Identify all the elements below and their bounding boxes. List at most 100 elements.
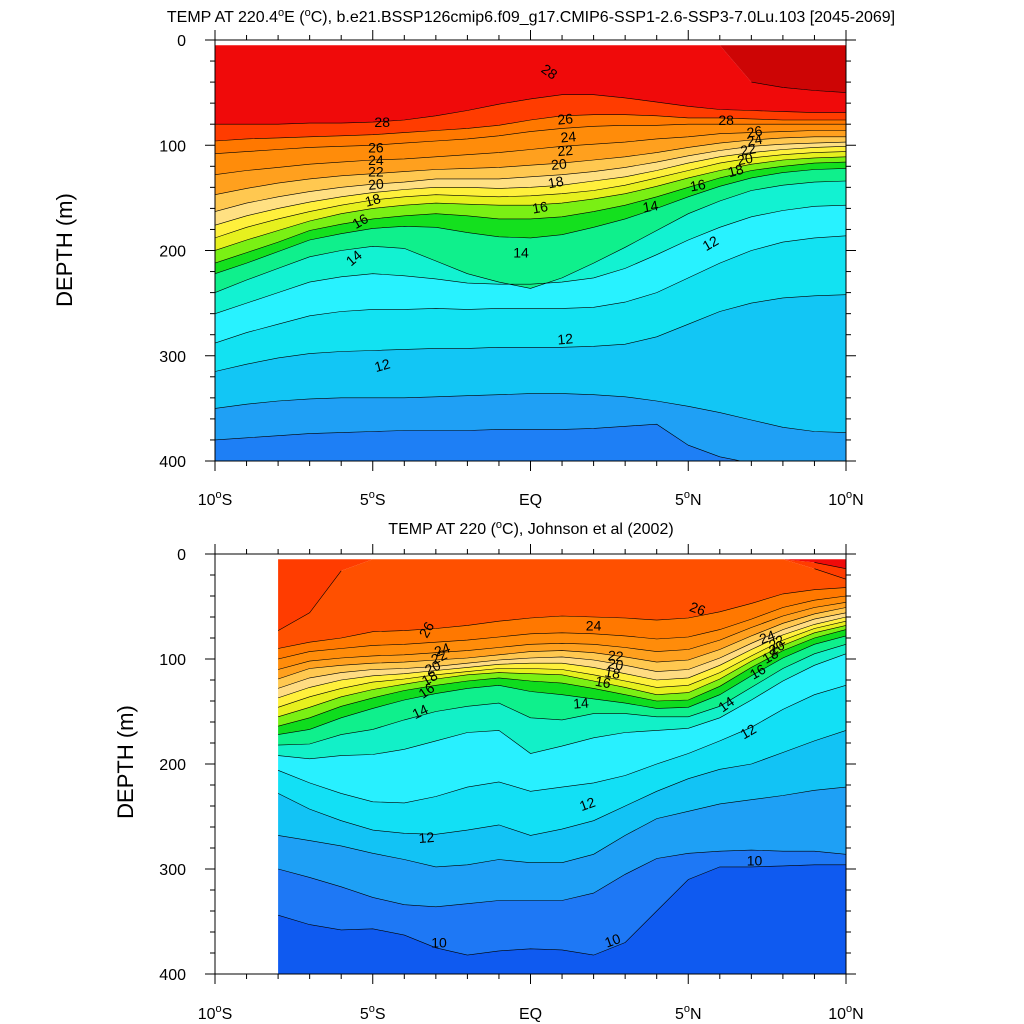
isotherm-line — [215, 123, 846, 154]
contour-label: 24 — [757, 627, 777, 647]
temperature-band — [278, 850, 846, 956]
isotherm-line — [215, 393, 846, 433]
temperature-band — [215, 114, 846, 154]
temperature-band — [278, 617, 846, 708]
contour-label: 12 — [418, 829, 435, 846]
chart-panel-1: 2828262422201816141226242220181614122826… — [52, 7, 895, 509]
y-tick-label: 400 — [159, 967, 186, 984]
temperature-band — [215, 294, 846, 433]
isotherm-line — [215, 204, 846, 314]
contour-label: 20 — [422, 657, 443, 678]
temperature-band — [215, 181, 846, 314]
contour-label: 26 — [745, 122, 763, 140]
contour-labels: 2624222018161412102422201816141210262422… — [410, 598, 788, 950]
x-tick-label: 5oS — [360, 489, 386, 509]
isotherm-line — [278, 620, 846, 708]
isotherm-line — [215, 146, 846, 226]
contour-label: 18 — [760, 645, 782, 667]
contour-label: 18 — [547, 173, 565, 191]
isotherm-line — [751, 81, 846, 93]
temperature-band — [215, 94, 846, 141]
isotherm-line — [278, 849, 846, 908]
temperature-band — [215, 130, 846, 195]
isotherm-line — [215, 423, 743, 461]
contour-label: 16 — [747, 661, 769, 683]
y-tick-label: 300 — [159, 349, 186, 366]
contour-label: 26 — [688, 598, 708, 618]
contour-label: 16 — [689, 176, 707, 194]
x-tick-label: 10oS — [198, 489, 233, 509]
isotherm-line — [278, 616, 846, 699]
temperature-band — [215, 162, 846, 274]
isotherm-line — [215, 141, 846, 212]
temperature-band — [278, 787, 846, 907]
contour-label: 22 — [766, 631, 788, 653]
temperature-band — [278, 653, 846, 803]
contour-label: 16 — [594, 673, 612, 691]
isotherm-line — [278, 607, 846, 680]
contour-label: 20 — [550, 156, 567, 173]
x-tick-label: EQ — [519, 492, 542, 509]
y-tick-label: 300 — [159, 862, 186, 879]
temperature-band — [215, 393, 846, 461]
x-tick-label: EQ — [519, 1006, 542, 1023]
contour-label: 20 — [766, 637, 788, 659]
contour-label: 10 — [747, 853, 763, 869]
isotherm-line — [215, 168, 846, 274]
contour-label: 18 — [726, 161, 745, 181]
contour-label: 18 — [603, 663, 621, 681]
contour-label: 26 — [557, 110, 574, 127]
contour-label: 24 — [368, 152, 384, 168]
x-tick-label: 10oN — [828, 1003, 863, 1023]
contour-label: 26 — [368, 139, 384, 155]
contour-label: 20 — [607, 655, 625, 673]
isotherm-line — [278, 612, 846, 689]
contour-lines — [277, 562, 846, 956]
contour-label: 12 — [557, 330, 574, 347]
contour-label: 12 — [577, 794, 597, 814]
isotherm-line — [278, 602, 846, 670]
contour-label: 14 — [641, 197, 659, 215]
isotherm-line — [215, 151, 846, 239]
contour-label: 22 — [368, 164, 384, 180]
contour-label: 14 — [513, 245, 529, 261]
contour-fills — [215, 45, 846, 461]
isotherm-line — [278, 644, 846, 746]
isotherm-line — [277, 685, 846, 804]
contour-label: 12 — [373, 355, 392, 375]
x-tick-label: 10oS — [198, 1003, 233, 1023]
temperature-band — [278, 559, 846, 631]
x-tick-label: 5oN — [675, 489, 702, 509]
contour-label: 14 — [410, 701, 431, 722]
y-axis-label: DEPTH (m) — [113, 705, 138, 819]
temperature-band — [215, 156, 846, 264]
contour-label: 10 — [431, 935, 447, 951]
isotherm-line — [278, 864, 846, 956]
temperature-band — [215, 146, 846, 238]
isotherm-line — [278, 587, 846, 649]
isotherm-line — [215, 235, 846, 344]
contour-fills — [278, 559, 846, 974]
isotherm-line — [814, 562, 846, 569]
contour-label: 12 — [700, 232, 722, 254]
isotherm-line — [278, 653, 846, 760]
temperature-band — [278, 730, 846, 867]
isotherm-line — [215, 161, 846, 264]
contour-label: 16 — [531, 198, 549, 216]
contour-label: 10 — [602, 930, 622, 950]
isotherm-line — [277, 568, 846, 631]
temperature-band — [278, 864, 846, 974]
x-tick-label: 10oN — [828, 489, 863, 509]
isotherm-line — [278, 625, 846, 718]
chart-panel-2: 2624222018161412102422201816141210262422… — [113, 519, 864, 1023]
contour-lines — [215, 81, 846, 461]
contour-label: 12 — [737, 721, 759, 743]
y-tick-label: 100 — [159, 652, 186, 669]
contour-label: 22 — [739, 140, 757, 158]
isotherm-line — [215, 114, 846, 142]
contour-label: 28 — [718, 112, 734, 128]
contour-label: 24 — [586, 617, 602, 633]
contour-label: 20 — [736, 150, 754, 168]
temperature-band — [215, 168, 846, 293]
